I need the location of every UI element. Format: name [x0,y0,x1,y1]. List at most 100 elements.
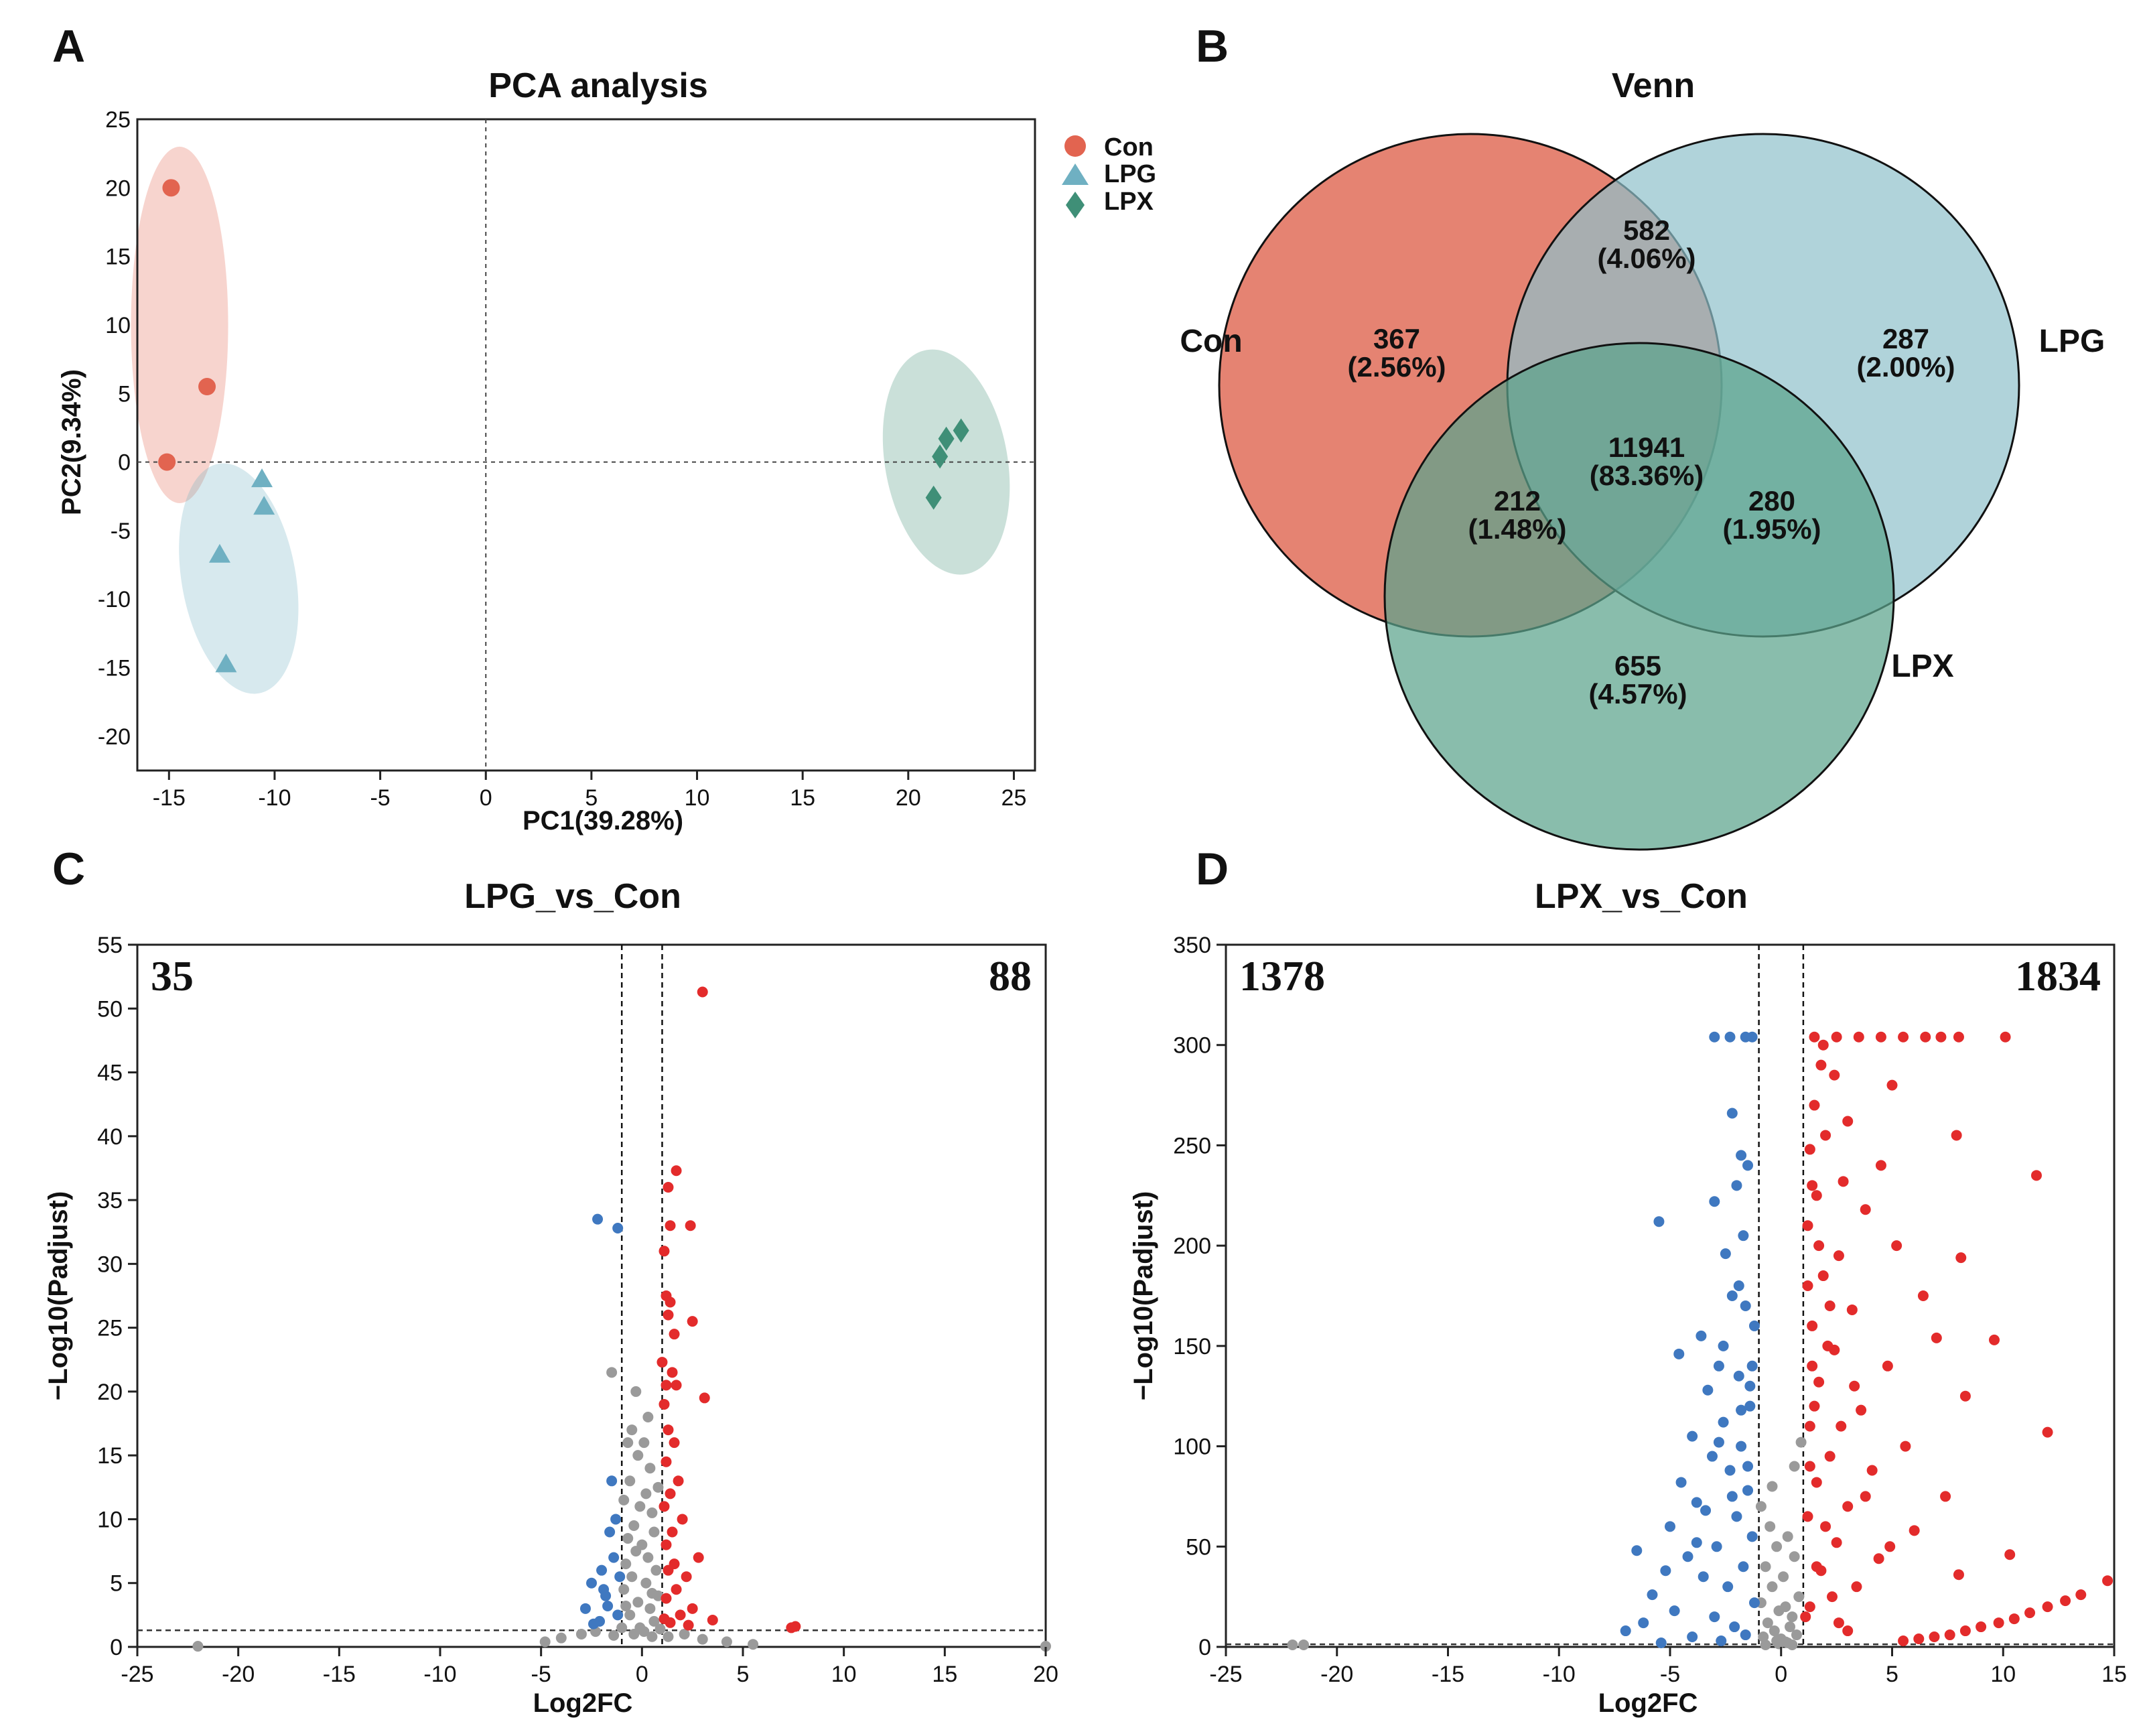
volcano-lpx-point-down [1706,1451,1718,1462]
volcano-lpx-x-tick-label: -20 [1320,1662,1353,1687]
volcano-lpg-point-ns [646,1587,658,1599]
pca-ellipse-lpx [882,349,1010,575]
pca-point-lpx [932,444,949,469]
volcano-lpx-point-ns [1789,1551,1800,1562]
volcano-lpx-x-tick-label: 10 [1990,1662,2016,1687]
volcano-lpx-point-up [1900,1441,1911,1452]
pca-point-lpg [253,496,275,515]
volcano-lpx-point-down [1738,1561,1749,1573]
volcano-lpx-point-up [1813,1376,1825,1388]
pca-y-axis-label: PC2(9.34%) [57,369,86,515]
pca-point-con [162,179,180,197]
volcano-lpx-point-up [1802,1511,1813,1522]
volcano-lpg-point-up [665,1296,676,1308]
volcano-lpx-point-down [1746,1531,1758,1542]
volcano-lpx-x-tick-label: -25 [1209,1662,1242,1687]
pca-point-con [158,453,176,471]
pca-point-con [198,378,216,396]
volcano-lpg-point-ns [626,1424,638,1436]
volcano-lpx-point-ns [1785,1621,1796,1633]
volcano-lpx-point-up [1831,1537,1842,1548]
volcano-lpx-point-down [1718,1416,1729,1428]
volcano-lpx-down-count: 1378 [1239,952,1325,1000]
volcano-lpx-point-up [1811,1190,1822,1201]
volcano-lpx-point-down [1655,1638,1667,1649]
volcano-lpx-point-down [1738,1230,1749,1242]
volcano-lpg-point-up [669,1558,680,1570]
pca-title: PCA analysis [488,66,708,105]
legend-con-marker [1064,135,1086,157]
volcano-lpx-point-down [1620,1625,1631,1637]
volcano-lpx-point-down [1748,1597,1760,1609]
volcano-lpg-point-ns [640,1577,652,1589]
volcano-lpx-point-down [1702,1384,1714,1396]
volcano-lpg-point-ns [628,1520,640,1531]
volcano-lpx-point-ns [1769,1625,1780,1637]
volcano-lpx-point-down [1746,1360,1758,1372]
volcano-lpx-y-tick-label: 0 [1198,1635,1211,1660]
volcano-lpx-y-axis-ticks: 0 50 100 150 200 250 300 350 [1173,933,1226,1660]
panel-label-b: B [1196,21,1229,72]
volcano-lpx-point-up [1898,1031,1909,1043]
volcano-lpx-point-down [1726,1108,1738,1119]
volcano-lpx-point-ns [1795,1437,1807,1448]
volcano-lpx-point-up [1951,1130,1962,1141]
venn-region-lpx-count: 655 [1614,650,1661,681]
volcano-lpg-point-ns [697,1633,708,1645]
volcano-lpx-y-axis-label: −Log10(Padjust) [1129,1191,1158,1400]
volcano-lpg-x-tick-label: 0 [636,1662,648,1687]
venn-panel: Venn Con LPG LPX 367 (2.56%) 287 (2.00%)… [1180,66,2105,851]
volcano-lpg-point-ns [620,1601,632,1612]
volcano-lpx-point-up [1822,1340,1833,1351]
volcano-lpg-point-up [667,1526,678,1538]
volcano-lpg-point-ns [644,1463,656,1474]
volcano-lpg-point-ns [721,1636,732,1648]
volcano-lpg-y-axis-ticks: 0 5 10 15 20 25 30 35 40 45 50 55 [97,933,137,1660]
venn-set-label-lpg: LPG [2039,324,2105,359]
volcano-lpx-point-up [1875,1031,1886,1043]
volcano-lpx-point-up [1940,1491,1951,1502]
pca-panel: PCA analysis -15 -10 -5 0 5 10 15 20 25 -20-15-1… [57,66,1156,836]
pca-point-lpx [925,485,942,510]
pca-x-tick-label: -15 [153,785,186,811]
pca-point-lpx [938,426,955,451]
volcano-lpg-point-up [685,1220,696,1231]
volcano-lpg-point-ns [624,1475,636,1487]
volcano-lpx-point-up [1833,1617,1844,1629]
volcano-lpg-x-axis-ticks: -25 -20 -15 -10 -5 0 5 10 15 20 [121,1647,1058,1687]
volcano-lpx-point-up [2102,1575,2114,1587]
volcano-lpg-point-up [671,1380,682,1391]
volcano-lpg-point-up [659,1501,670,1512]
volcano-lpx-point-ns [1793,1591,1805,1603]
volcano-lpg-point-up [656,1357,668,1368]
volcano-lpg-x-tick-label: -25 [121,1662,153,1687]
volcano-lpx-point-up [1849,1380,1860,1392]
volcano-lpx-y-tick-label: 300 [1173,1033,1211,1059]
volcano-lpx-point-ns [1778,1571,1789,1583]
volcano-lpx-point-ns [1780,1636,1791,1648]
volcano-lpx-point-up [1824,1451,1836,1462]
volcano-lpg-point-ns [618,1584,630,1595]
pca-point-lpg [251,468,273,488]
pca-x-axis-label: PC1(39.28%) [523,806,683,836]
volcano-lpx-y-tick-label: 50 [1186,1534,1211,1560]
volcano-lpx-point-up [1856,1404,1867,1416]
volcano-lpg-point-up [677,1514,688,1525]
volcano-lpx-point-down [1740,1629,1751,1641]
volcano-lpx-point-ns [1787,1611,1798,1623]
volcano-lpx-point-ns [1765,1521,1776,1532]
volcano-lpg-point-ns [632,1597,644,1608]
volcano-lpx-point-down [1713,1437,1724,1448]
venn-region-con-lpx-percent: (1.48%) [1468,513,1566,545]
volcano-lpg-point-up [661,1456,672,1467]
volcano-lpx-point-down [1724,1465,1736,1476]
volcano-lpx-point-down [1698,1571,1709,1583]
volcano-lpx-point-down [1722,1581,1734,1593]
volcano-lpg-up-count: 88 [989,952,1032,1000]
venn-set-label-con: Con [1180,324,1242,359]
volcano-lpg-point-ns [622,1437,634,1449]
volcano-lpg-point-up [659,1398,670,1410]
panel-label-c: C [52,844,85,894]
volcano-lpg-point-ns [618,1494,630,1506]
volcano-lpx-point-up [1815,1059,1827,1071]
